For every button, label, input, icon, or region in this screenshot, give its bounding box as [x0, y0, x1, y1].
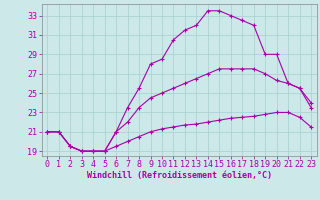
X-axis label: Windchill (Refroidissement éolien,°C): Windchill (Refroidissement éolien,°C)	[87, 171, 272, 180]
